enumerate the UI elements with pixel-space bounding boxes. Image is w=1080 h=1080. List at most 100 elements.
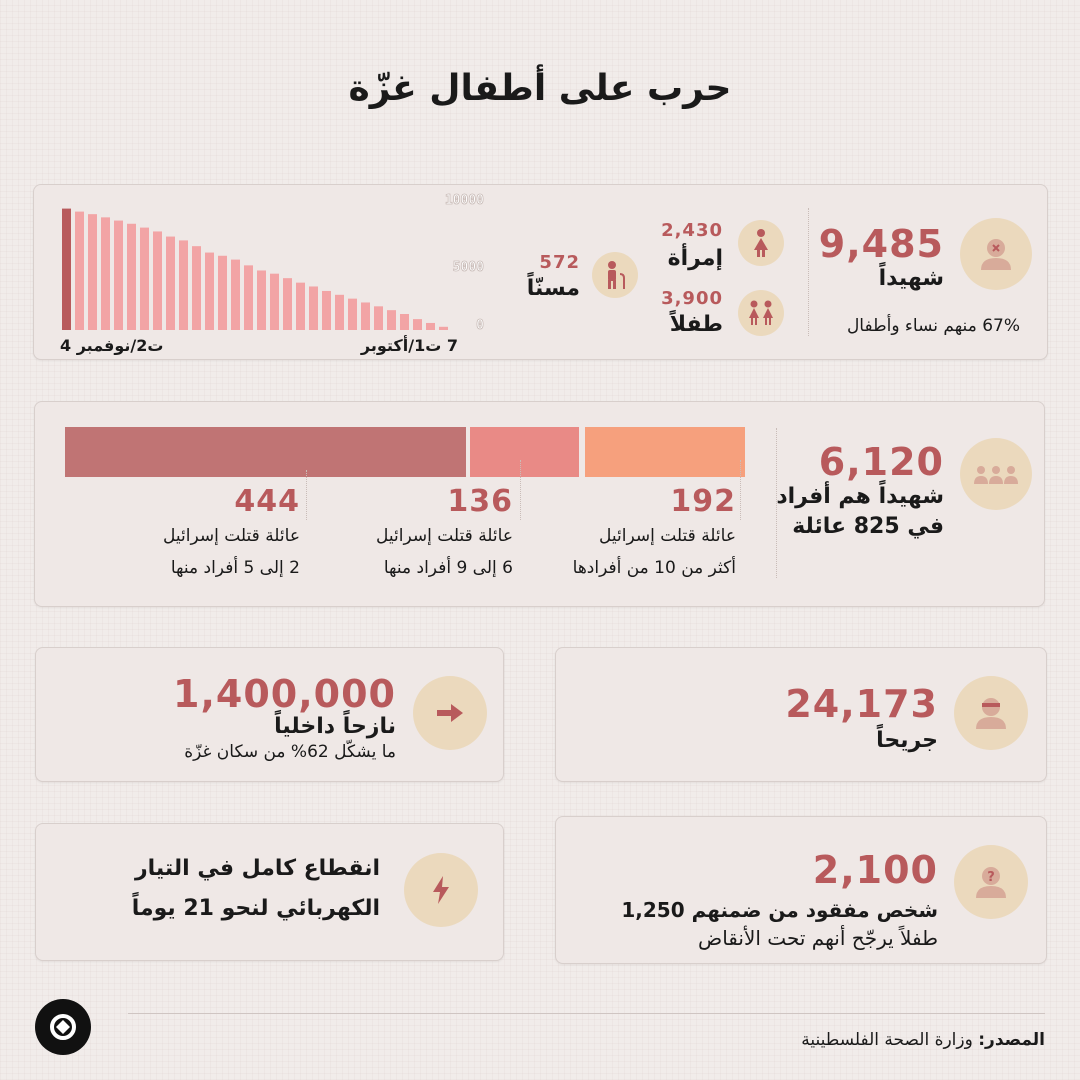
chart-bar-24: [361, 302, 370, 330]
electricity-icon-circle: [404, 853, 478, 927]
women-label: إمرأة: [667, 246, 723, 271]
y-tick-10000: 10000: [445, 193, 484, 208]
chart-bar-12: [205, 252, 214, 330]
chart-x-end-label: 4 ت2/نوفمبر: [60, 336, 164, 355]
wounded-label: جريحاً: [876, 728, 938, 753]
missing-icon-circle: ?: [954, 845, 1028, 919]
families-group-line1-3: عائلة قتلت إسرائيل: [599, 526, 736, 546]
families-tick-2: [520, 460, 521, 520]
missing-count: 2,100: [812, 848, 938, 892]
chart-bar-9: [166, 236, 175, 330]
injured-person-icon: [976, 698, 1006, 729]
group-icon: [974, 466, 1018, 484]
families-bar-6-9: [470, 427, 579, 477]
missing-line2: طفلاً يرجّح أنهم تحت الأنقاض: [698, 926, 938, 950]
page-title: حرب على أطفال غزّة: [348, 68, 732, 109]
families-group-line2-2: 6 إلى 9 أفراد منها: [383, 558, 513, 578]
chart-bar-30: [439, 326, 448, 330]
displaced-count: 1,400,000: [173, 672, 396, 716]
electricity-line1: انقطاع كامل في التيار: [135, 856, 380, 881]
families-divider: [776, 428, 777, 578]
chart-bar-20: [309, 286, 318, 330]
chart-bar-2: [75, 211, 84, 330]
chart-bar-23: [348, 298, 357, 330]
children-icon-circle: [738, 290, 784, 336]
chart-bar-19: [296, 282, 305, 330]
children-count: 3,900: [661, 288, 723, 309]
wounded-icon-circle: [954, 676, 1028, 750]
families-tick-1: [306, 470, 307, 520]
chart-bar-10: [179, 240, 188, 330]
chart-bar-13: [218, 255, 227, 330]
source-text: وزارة الصحة الفلسطينية: [801, 1030, 973, 1050]
lightning-icon: [433, 876, 449, 904]
chart-bar-8: [153, 231, 162, 330]
elderly-icon-circle: [592, 252, 638, 298]
women-count: 2,430: [661, 220, 723, 241]
chart-bar-27: [400, 314, 409, 330]
martyrs-count: 9,485: [818, 222, 944, 266]
divider: [808, 208, 809, 336]
children-icon: [749, 300, 773, 325]
chart-bar-5: [114, 220, 123, 330]
footer-divider: [128, 1013, 1045, 1014]
martyrs-note: 67% منهم نساء وأطفال: [846, 316, 1020, 336]
svg-text:?: ?: [987, 870, 995, 885]
woman-icon: [754, 229, 768, 257]
chart-bar-21: [322, 290, 331, 330]
chart-bar-18: [283, 278, 292, 330]
wounded-count: 24,173: [785, 682, 938, 726]
source: المصدر: وزارة الصحة الفلسطينية: [801, 1030, 1045, 1050]
arrow-right-icon: [437, 704, 463, 722]
elderly-count: 572: [539, 252, 580, 273]
chart-bar-28: [413, 319, 422, 330]
chart-bar-22: [335, 294, 344, 330]
chart-x-start-label: 7 ت1/أكتوبر: [360, 336, 458, 355]
families-icon-circle: [960, 438, 1032, 510]
chart-bar-6: [127, 223, 136, 330]
chart-bar-25: [374, 306, 383, 330]
logo-icon: [50, 1014, 76, 1040]
families-label-1: شهيداً هم أفراد: [776, 484, 944, 509]
chart-bar-7: [140, 227, 149, 330]
person-x-icon: [981, 239, 1011, 270]
children-label: طفلاً: [669, 312, 723, 337]
displaced-note: ما يشكّل 62% من سكان غزّة: [184, 742, 396, 762]
families-group-line1-2: عائلة قتلت إسرائيل: [376, 526, 513, 546]
elderly-icon: [608, 261, 625, 289]
families-bar-2-5: [65, 427, 466, 477]
families-martyrs-count: 6,120: [818, 440, 944, 484]
electricity-line2: الكهربائي لنحو 21 يوماً: [131, 896, 380, 921]
families-group-count-3: 192: [670, 484, 736, 519]
chart-bar-26: [387, 310, 396, 330]
displaced-label: نازحاً داخلياً: [274, 714, 396, 739]
chart-bar-3: [88, 214, 97, 330]
chart-bar-11: [192, 246, 201, 330]
women-icon-circle: [738, 220, 784, 266]
families-group-line2-3: أكثر من 10 من أفرادها: [572, 558, 736, 578]
y-tick-5000: 5000: [453, 260, 484, 275]
families-group-count-2: 136: [447, 484, 513, 519]
chart-bar-4: [101, 217, 110, 330]
martyr-icon-circle: [960, 218, 1032, 290]
families-group-count-1: 444: [234, 484, 300, 519]
chart-bar-16: [257, 270, 266, 330]
chart-bar-14: [231, 259, 240, 330]
elderly-label: مسنّاً: [526, 276, 580, 301]
chart-bar-1: [62, 208, 71, 330]
missing-person-icon: ?: [976, 867, 1006, 898]
chart-bar-17: [270, 273, 279, 330]
families-tick-3: [740, 460, 741, 520]
families-bar-10-plus: [585, 427, 745, 477]
brand-logo: [35, 999, 91, 1055]
families-label-2: في 825 عائلة: [792, 514, 944, 539]
martyrs-label: شهيداً: [878, 266, 944, 291]
families-group-line2-1: 2 إلى 5 أفراد منها: [170, 558, 300, 578]
chart-bar-29: [426, 322, 435, 330]
y-tick-0: 0: [476, 318, 484, 333]
martyrs-card: [33, 184, 1048, 360]
missing-line1: شخص مفقود من ضمنهم 1,250: [621, 898, 938, 922]
source-label: المصدر:: [978, 1030, 1045, 1050]
chart-bar-15: [244, 265, 253, 330]
daily-martyrs-chart: 10000 5000 0: [62, 193, 485, 333]
